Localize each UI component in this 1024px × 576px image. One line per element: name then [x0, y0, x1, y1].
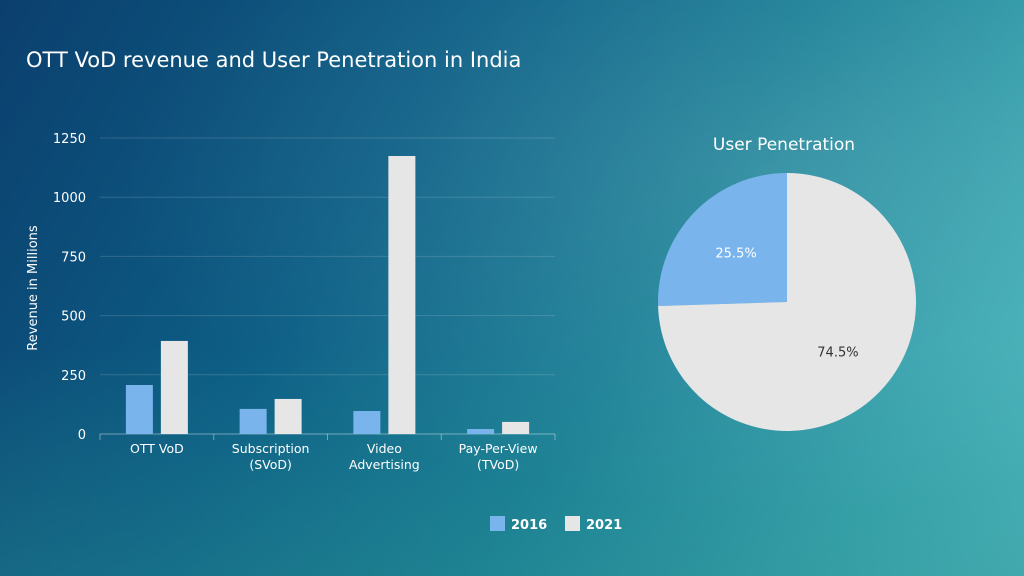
legend-label: 2016	[511, 518, 547, 533]
page-title: OTT VoD revenue and User Penetration in …	[26, 48, 522, 72]
x-category-label: OTT VoD	[130, 441, 184, 456]
x-category-label: Video	[367, 441, 402, 456]
x-category-label: (SVoD)	[249, 457, 292, 472]
bar-2021	[160, 340, 188, 434]
pie-title: User Penetration	[713, 135, 855, 155]
legend-swatch	[490, 516, 505, 531]
pie-slice-label: 74.5%	[817, 345, 858, 360]
pie-slice	[658, 173, 916, 431]
pie-slice-label: 25.5%	[715, 247, 756, 262]
x-category-label: Advertising	[349, 457, 420, 472]
bar-2016	[467, 429, 495, 434]
x-category-label: Pay-Per-View	[459, 441, 538, 456]
pie-slice	[657, 173, 787, 307]
bar-2021	[502, 421, 530, 434]
y-tick-label: 750	[61, 250, 86, 265]
x-category-label: (TVoD)	[477, 457, 519, 472]
y-tick-label: 250	[61, 369, 86, 384]
bar-2016	[125, 384, 153, 434]
x-category-label: Subscription	[232, 441, 310, 456]
bar-2021	[274, 398, 302, 434]
bar-2016	[239, 408, 267, 434]
legend-swatch	[565, 516, 580, 531]
bar-2021	[388, 155, 416, 434]
y-tick-label: 500	[61, 310, 86, 325]
y-tick-label: 1000	[53, 191, 86, 206]
y-tick-label: 1250	[53, 132, 86, 147]
bar-2016	[353, 411, 381, 434]
y-axis-label: Revenue in Millions	[26, 225, 41, 351]
y-tick-label: 0	[78, 428, 86, 443]
legend-label: 2021	[586, 518, 622, 533]
